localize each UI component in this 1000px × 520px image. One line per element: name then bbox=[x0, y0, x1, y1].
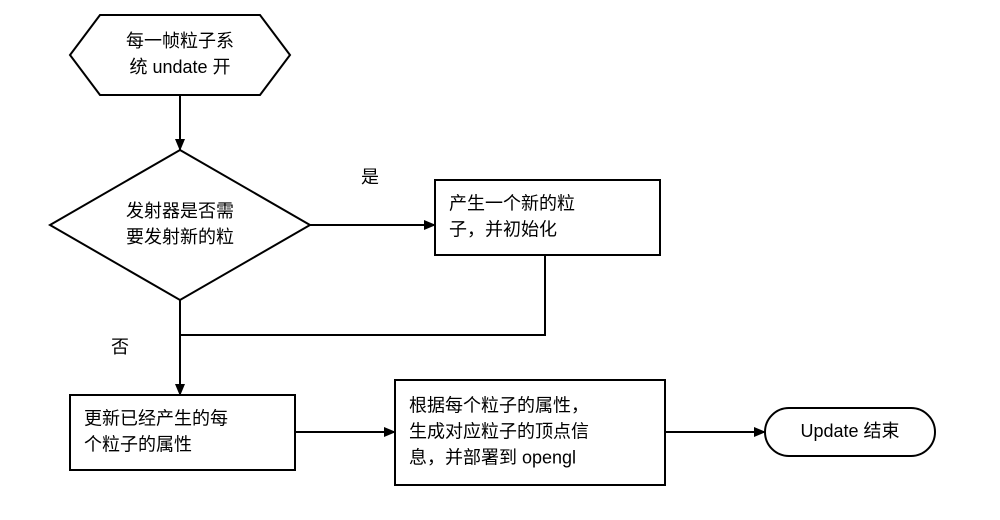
node-text-line: 要发射新的粒 bbox=[126, 227, 234, 247]
node-text-line: 发射器是否需 bbox=[126, 201, 234, 221]
node-update_attrs: 更新已经产生的每个粒子的属性 bbox=[70, 395, 295, 470]
edge-label: 否 bbox=[111, 337, 129, 357]
node-text-line: 生成对应粒子的顶点信 bbox=[409, 421, 589, 441]
edge-label: 是 bbox=[361, 167, 379, 187]
node-decision: 发射器是否需要发射新的粒 bbox=[50, 150, 310, 300]
node-end: Update 结束 bbox=[765, 408, 935, 456]
node-gen_vertices: 根据每个粒子的属性， 生成对应粒子的顶点信息，并部署到 opengl bbox=[395, 380, 665, 485]
node-text-line: 个粒子的属性 bbox=[84, 434, 192, 454]
node-text-line: 息，并部署到 opengl bbox=[409, 447, 576, 467]
node-new_particle: 产生一个新的粒子，并初始化 bbox=[435, 180, 660, 255]
node-text-line: 产生一个新的粒 bbox=[449, 193, 575, 213]
node-text-line: 统 undate 开 bbox=[129, 57, 230, 77]
node-text-line: 每一帧粒子系 bbox=[126, 31, 234, 51]
node-text-line: 根据每个粒子的属性， bbox=[409, 395, 589, 415]
node-text-line: 子，并初始化 bbox=[449, 219, 557, 239]
node-text-line: 更新已经产生的每 bbox=[84, 408, 228, 428]
node-start: 每一帧粒子系统 undate 开 bbox=[70, 15, 290, 95]
node-text-line: Update 结束 bbox=[800, 421, 899, 441]
